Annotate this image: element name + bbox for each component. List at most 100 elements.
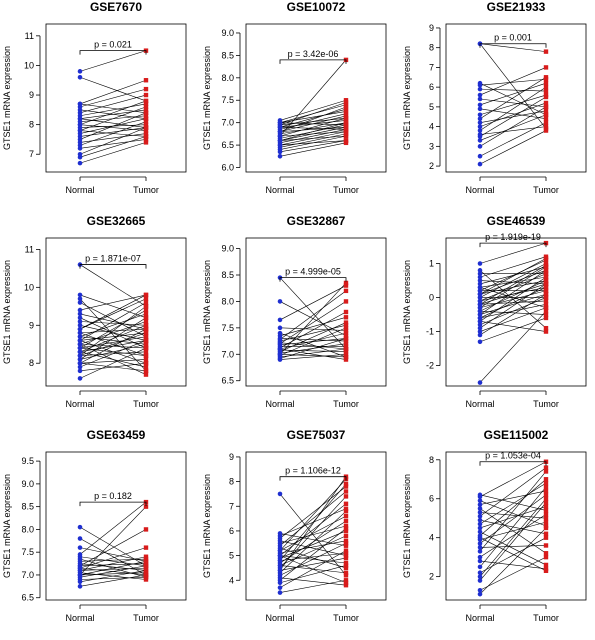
normal-point <box>477 261 483 266</box>
normal-point <box>77 536 83 541</box>
tumor-point <box>343 560 349 566</box>
tumor-point <box>343 580 349 585</box>
pair-line <box>279 547 347 569</box>
tumor-point <box>143 319 149 324</box>
tumor-point <box>343 288 349 294</box>
tumor-point <box>343 518 349 524</box>
normal-point <box>277 133 283 139</box>
pair-line <box>279 528 347 581</box>
y-tick-label: 7.0 <box>21 570 34 580</box>
chart-title: GSE63459 <box>87 428 146 442</box>
pair-line <box>479 280 547 285</box>
tumor-point <box>143 311 149 317</box>
pair-line <box>79 294 147 311</box>
pair-line <box>79 529 147 567</box>
pair-line <box>479 494 547 511</box>
normal-point <box>477 278 483 283</box>
pair-line <box>79 109 147 120</box>
pair-line <box>479 130 547 165</box>
y-tick-label: 7 <box>29 149 34 159</box>
pair-line <box>79 294 147 318</box>
y-tick-label: 7 <box>429 62 434 72</box>
tumor-point <box>343 98 349 103</box>
pair-line <box>279 324 347 342</box>
tumor-point <box>143 86 149 92</box>
tumor-point <box>343 509 349 514</box>
pair-line <box>479 512 547 519</box>
pair-line <box>79 76 147 102</box>
tumor-point <box>543 492 549 498</box>
pair-line <box>479 77 547 119</box>
pair-line <box>279 282 347 355</box>
tumor-point <box>543 469 549 474</box>
tumor-point <box>543 531 549 536</box>
x-tick-label: Tumor <box>333 399 359 409</box>
pair-line <box>279 349 347 352</box>
tumor-point <box>143 572 149 578</box>
tumor-point <box>543 116 549 121</box>
pair-line <box>279 555 347 584</box>
pvalue-label: p = 0.001 <box>494 33 532 43</box>
pair-line <box>279 565 347 584</box>
normal-point <box>77 545 83 550</box>
pair-line <box>279 338 347 342</box>
x-tick-label: Normal <box>465 613 494 623</box>
tumor-point <box>543 65 549 70</box>
pair-line <box>479 471 547 552</box>
tumor-point <box>543 268 549 273</box>
normal-point <box>477 315 483 321</box>
normal-point <box>77 349 83 355</box>
tumor-point <box>543 298 549 304</box>
pair-line <box>279 577 347 586</box>
tumor-point <box>143 122 149 127</box>
plot-frame <box>45 451 187 601</box>
pair-line <box>479 479 547 536</box>
tumor-point <box>143 342 149 347</box>
y-tick-label: 9 <box>29 90 34 100</box>
y-tick-label: 2 <box>429 572 434 582</box>
tumor-point <box>543 108 549 114</box>
pair-line <box>479 283 547 329</box>
tumor-point <box>343 111 349 116</box>
y-tick-label: 8.5 <box>21 502 34 512</box>
pair-line <box>79 351 147 356</box>
tumor-point <box>143 326 149 332</box>
tumor-point <box>143 561 149 566</box>
tumor-point <box>143 568 149 573</box>
tumor-point <box>343 570 349 576</box>
plot-frame <box>45 237 187 387</box>
normal-point <box>77 101 83 107</box>
pair-line <box>79 88 147 108</box>
pair-line <box>79 343 147 375</box>
tumor-point <box>143 107 149 113</box>
tumor-point <box>343 541 349 546</box>
pair-line <box>279 515 347 551</box>
pair-line <box>479 78 547 86</box>
tumor-point <box>343 494 349 499</box>
y-tick-label: 10 <box>24 282 34 292</box>
tumor-point <box>143 140 149 145</box>
y-tick-label: 6.5 <box>221 376 234 386</box>
tumor-point <box>343 538 349 543</box>
tumor-point <box>343 115 349 121</box>
tumor-point <box>143 125 149 130</box>
pair-line <box>79 124 147 131</box>
y-tick-label: 7.5 <box>221 95 234 105</box>
tumor-point <box>143 98 149 104</box>
tumor-point <box>543 49 549 54</box>
pair-line <box>279 353 347 360</box>
tumor-point <box>343 501 349 506</box>
pair-line <box>279 478 347 551</box>
pair-line <box>279 332 347 358</box>
normal-point <box>277 568 283 573</box>
tumor-point <box>343 523 349 529</box>
pair-line <box>79 127 147 155</box>
y-tick-label: 7 <box>229 501 234 511</box>
pair-line <box>479 122 547 157</box>
tumor-point <box>143 334 149 339</box>
tumor-point <box>143 361 149 366</box>
normal-point <box>77 74 83 80</box>
pvalue-bracket <box>479 242 547 248</box>
tumor-point <box>543 278 549 283</box>
plot-frame <box>45 23 187 173</box>
